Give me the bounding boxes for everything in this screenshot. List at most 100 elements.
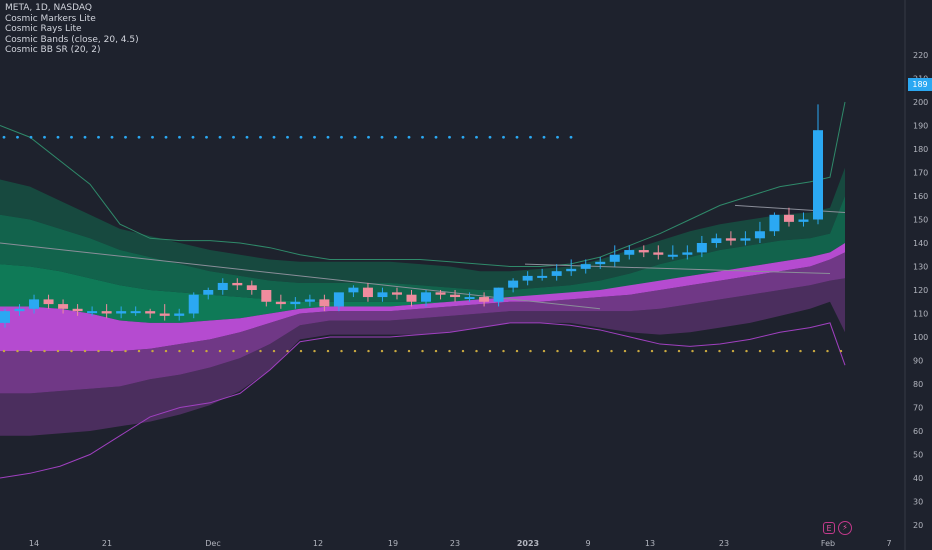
sr-dot-lower xyxy=(299,349,303,353)
earnings-badge-icon[interactable]: E xyxy=(823,522,835,534)
envelope-upper-line xyxy=(0,101,846,267)
sr-dot-lower xyxy=(380,349,384,353)
sr-dot-lower xyxy=(407,349,411,353)
y-tick-label: 180 xyxy=(913,145,928,154)
sr-dot-upper xyxy=(448,135,451,139)
x-tick-label: 9 xyxy=(585,539,590,548)
sr-dot-lower xyxy=(448,349,451,353)
sr-dot-lower xyxy=(731,349,735,353)
sr-dot-upper xyxy=(542,135,546,139)
sr-dot-upper xyxy=(164,135,168,139)
sr-dot-upper xyxy=(137,135,141,139)
candle-body xyxy=(435,292,446,295)
sr-dot-upper xyxy=(16,135,19,139)
sr-dot-lower xyxy=(583,349,586,353)
sr-dot-upper xyxy=(70,135,73,139)
y-tick-label: 170 xyxy=(913,169,928,178)
candle-body xyxy=(58,304,69,309)
candle-body xyxy=(725,238,736,241)
y-tick-label: 190 xyxy=(913,122,928,131)
sr-dot-lower xyxy=(164,349,168,353)
sr-dot-lower xyxy=(326,349,330,353)
y-tick-label: 130 xyxy=(913,263,928,272)
legend-indicator-bbsr[interactable]: Cosmic BB SR (20, 2) xyxy=(5,45,101,55)
candle-body xyxy=(406,294,417,302)
sr-dot-lower xyxy=(677,349,681,353)
x-tick-label: 13 xyxy=(645,539,655,548)
sr-dot-upper xyxy=(367,135,370,139)
sr-dot-lower xyxy=(43,349,46,353)
candle-body xyxy=(696,243,707,253)
sr-dot-lower xyxy=(502,349,505,353)
sr-dot-upper xyxy=(83,135,87,139)
candle-body xyxy=(116,311,127,314)
y-tick-label: 30 xyxy=(913,498,923,507)
sr-dot-upper xyxy=(434,135,438,139)
sr-dot-lower xyxy=(124,349,127,353)
candle-body xyxy=(145,311,156,314)
sr-dot-lower xyxy=(29,349,33,353)
candle-body xyxy=(508,280,519,288)
y-tick-label: 60 xyxy=(913,427,923,436)
sr-dot-upper xyxy=(56,135,60,139)
sr-dot-upper xyxy=(326,135,330,139)
candle-body xyxy=(493,287,504,302)
sr-dot-upper xyxy=(569,135,573,139)
candle-body xyxy=(43,299,54,305)
candle-body xyxy=(421,292,432,302)
sr-dot-upper xyxy=(313,135,316,139)
candle-body xyxy=(362,287,373,298)
candle-body xyxy=(580,264,591,269)
sr-dot-lower xyxy=(623,349,627,353)
band-green-outer xyxy=(0,167,845,290)
candle-body xyxy=(667,254,678,257)
y-tick-label: 40 xyxy=(913,474,923,483)
legend-indicator-markers[interactable]: Cosmic Markers Lite xyxy=(5,13,96,24)
candle-body xyxy=(203,290,214,295)
sr-dot-lower xyxy=(178,349,181,353)
legend-indicator-bands[interactable]: Cosmic Bands (close, 20, 4.5) xyxy=(5,34,139,45)
legend-symbol[interactable]: META, 1D, NASDAQ xyxy=(5,3,92,13)
x-tick-label: Feb xyxy=(821,539,835,548)
legend-indicator-rays[interactable]: Cosmic Rays Lite xyxy=(5,24,82,34)
ray-line-2 xyxy=(524,263,831,275)
sr-dot-upper xyxy=(556,135,559,139)
candle-body xyxy=(479,297,490,302)
candle-body xyxy=(333,292,344,307)
sr-dot-lower xyxy=(461,349,465,353)
sr-dot-lower xyxy=(772,349,775,353)
sr-dot-upper xyxy=(259,135,262,139)
sr-dot-lower xyxy=(340,349,343,353)
candle-body xyxy=(391,292,402,295)
sr-dot-lower xyxy=(826,349,829,353)
sr-dot-lower xyxy=(745,349,748,353)
sr-dot-upper xyxy=(110,135,114,139)
last-price-tag: 189 xyxy=(908,78,932,91)
candle-body xyxy=(754,231,765,239)
candle-body xyxy=(246,285,257,290)
sr-dot-lower xyxy=(542,349,546,353)
sr-dot-lower xyxy=(421,349,424,353)
sr-dot-lower xyxy=(691,349,694,353)
candle-body xyxy=(566,268,577,272)
ray-line-3 xyxy=(734,204,846,213)
candle-body xyxy=(87,311,98,314)
sr-dot-upper xyxy=(407,135,411,139)
lightning-badge-icon[interactable]: ⚡ xyxy=(838,521,852,535)
candle-body xyxy=(595,261,606,265)
sr-dot-lower xyxy=(137,349,141,353)
sr-dot-upper xyxy=(502,135,505,139)
sr-dot-lower xyxy=(205,349,208,353)
sr-dot-upper xyxy=(380,135,384,139)
sr-dot-lower xyxy=(434,349,438,353)
sr-dot-upper xyxy=(178,135,181,139)
sr-dot-upper xyxy=(286,135,289,139)
band-magenta-inner xyxy=(0,243,845,352)
sr-dot-lower xyxy=(232,349,235,353)
band-magenta-outer xyxy=(0,278,845,436)
sr-dot-lower xyxy=(515,349,519,353)
candle-body xyxy=(638,250,649,253)
sr-dot-upper xyxy=(394,135,397,139)
